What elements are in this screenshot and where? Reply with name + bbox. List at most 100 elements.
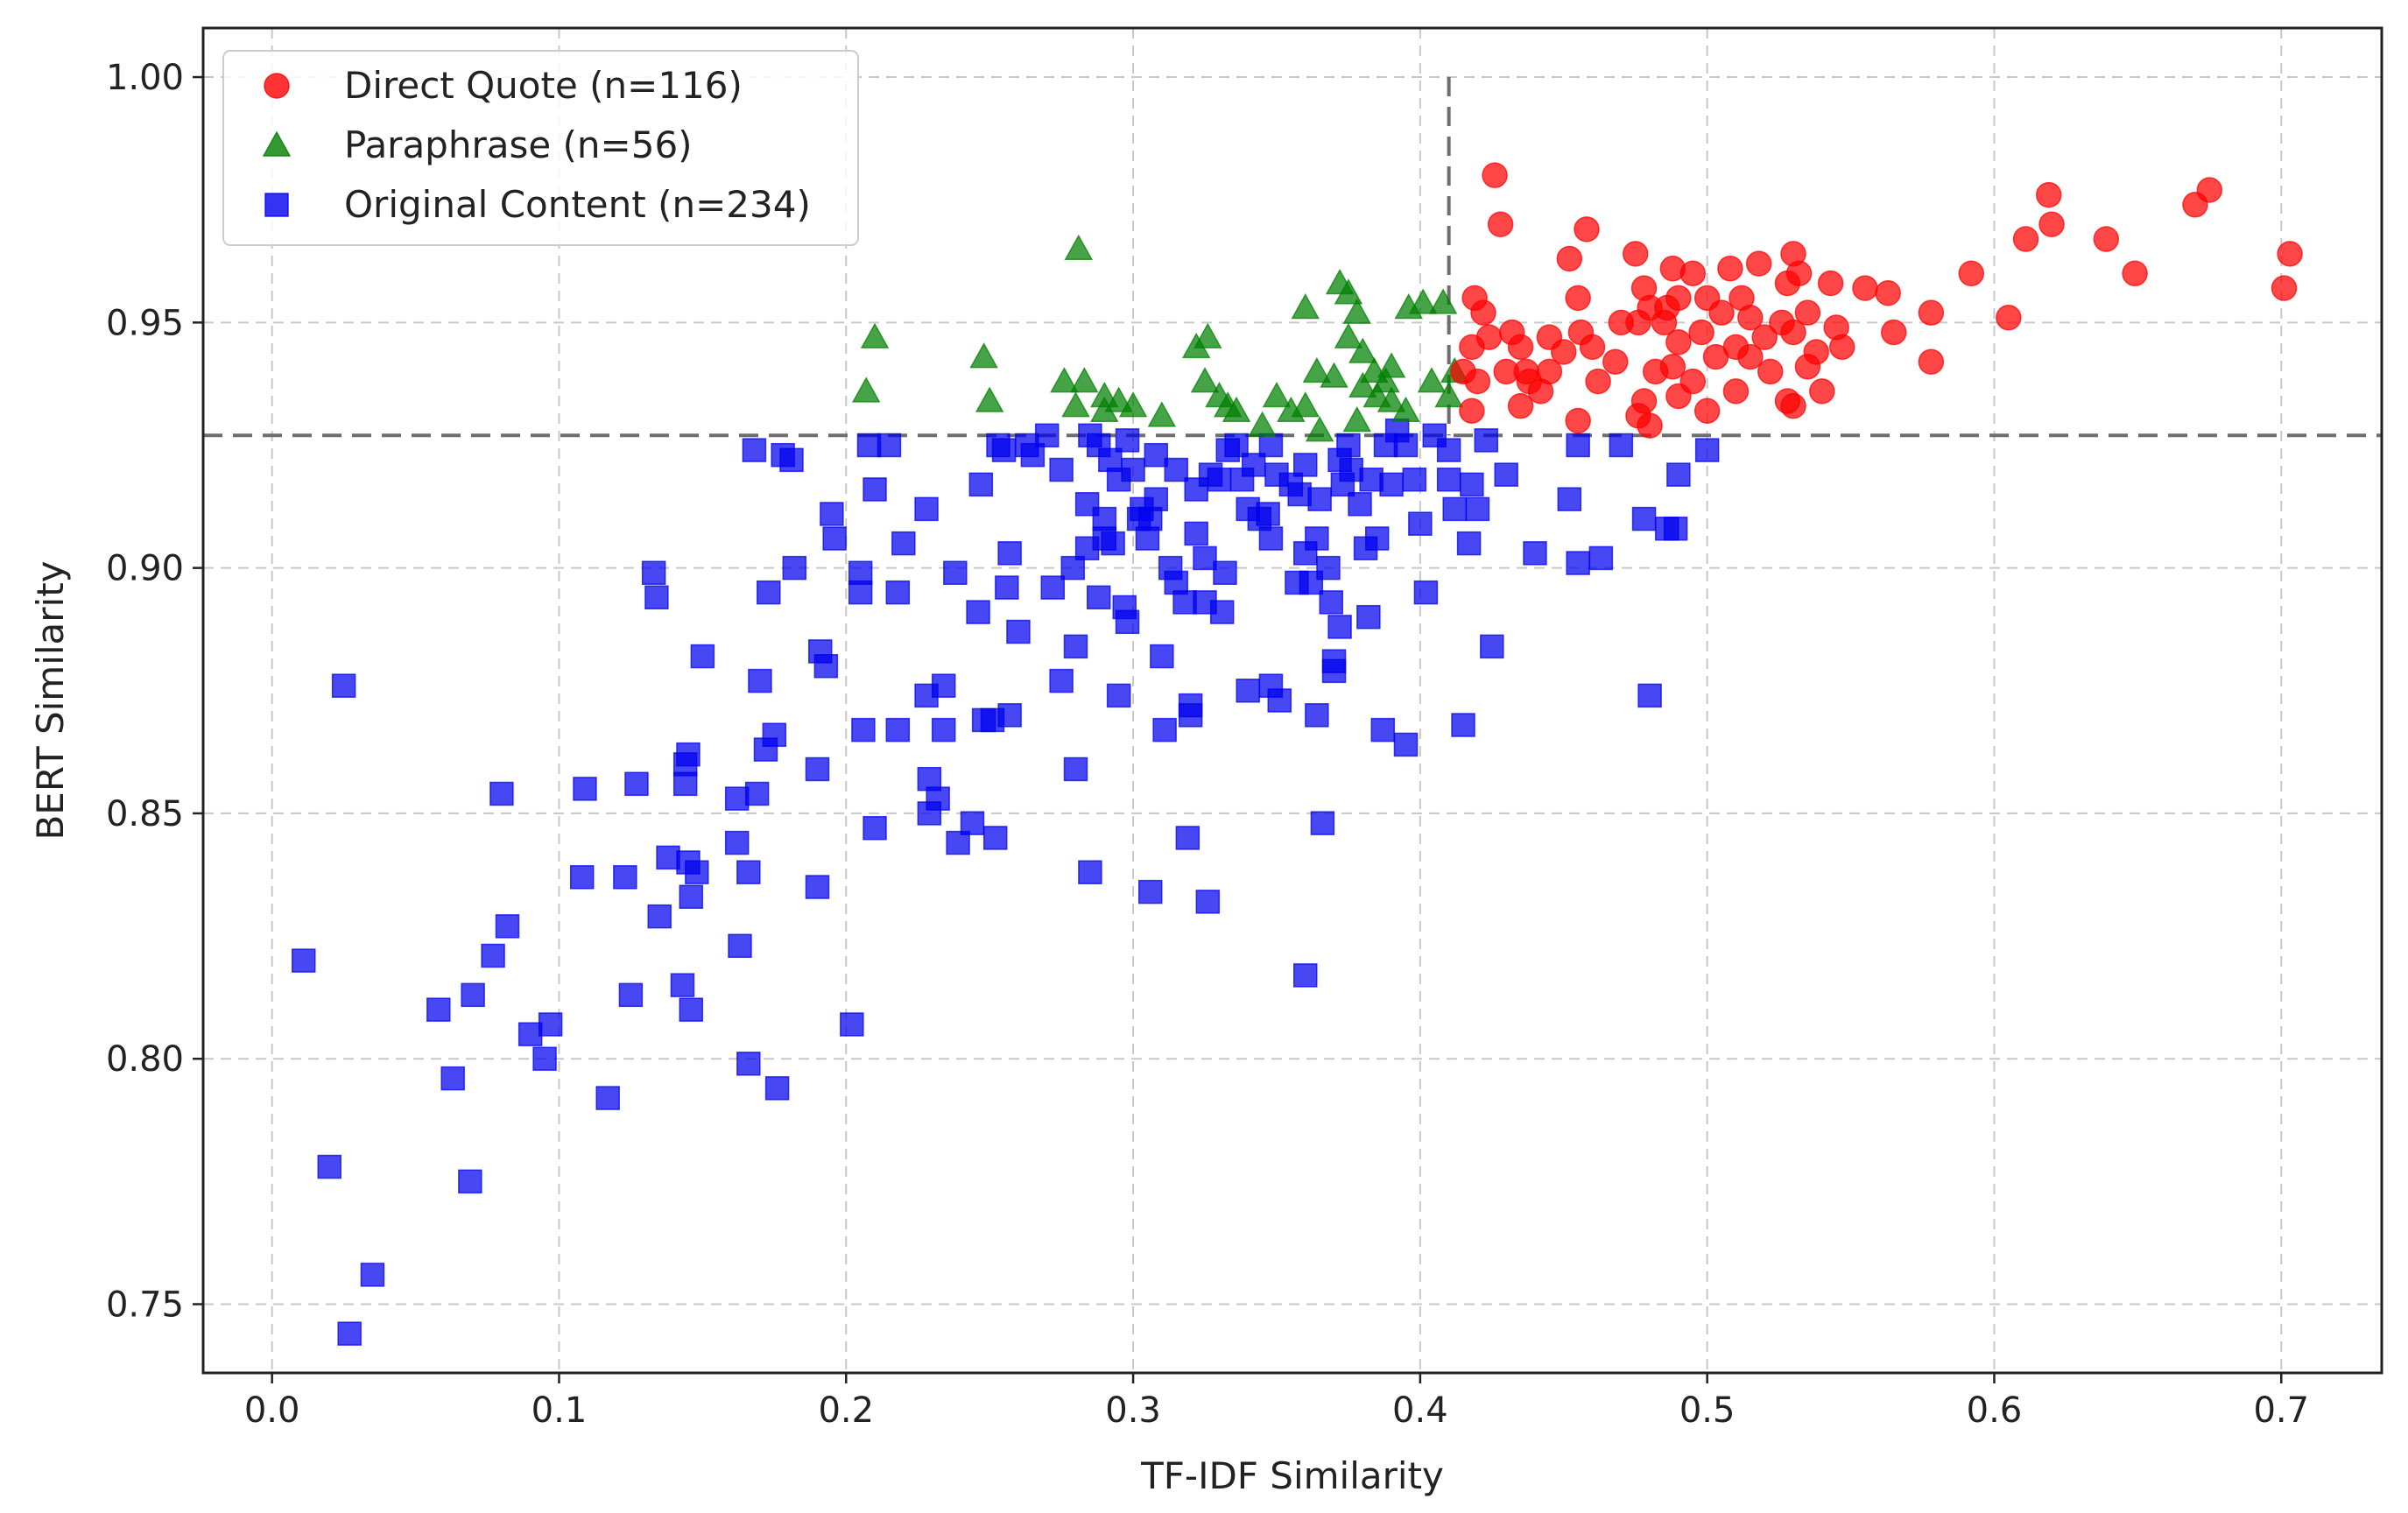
data-point-square bbox=[1402, 467, 1427, 492]
data-point-square bbox=[744, 781, 770, 806]
data-point-circle bbox=[1556, 245, 1583, 272]
data-point-circle bbox=[1464, 368, 1491, 395]
data-point-circle bbox=[2093, 226, 2120, 252]
data-point-square bbox=[917, 766, 942, 792]
data-point-square bbox=[495, 914, 520, 939]
data-point-square bbox=[1316, 555, 1341, 581]
data-point-square bbox=[1040, 575, 1066, 600]
data-point-square bbox=[960, 811, 985, 835]
data-point-square bbox=[848, 580, 873, 605]
data-point-triangle bbox=[1064, 234, 1094, 261]
data-point-triangle bbox=[1342, 405, 1372, 433]
data-point-square bbox=[1078, 860, 1102, 884]
data-point-triangle bbox=[1305, 416, 1334, 442]
data-point-square bbox=[1236, 679, 1260, 703]
data-point-circle bbox=[1817, 270, 1844, 297]
data-point-circle bbox=[2196, 177, 2223, 203]
data-point-square bbox=[1137, 506, 1163, 531]
data-point-circle bbox=[1622, 241, 1649, 267]
data-point-square bbox=[1408, 511, 1433, 536]
data-point-square bbox=[851, 717, 876, 742]
data-point-square bbox=[1258, 526, 1284, 551]
data-point-square bbox=[764, 1076, 790, 1101]
data-point-square bbox=[291, 948, 316, 973]
data-point-square bbox=[966, 600, 990, 624]
data-point-square bbox=[1413, 580, 1439, 605]
data-point-circle bbox=[1880, 319, 1907, 346]
data-point-square bbox=[481, 943, 505, 968]
data-point-square bbox=[1144, 442, 1169, 468]
data-point-triangle bbox=[1348, 337, 1377, 363]
data-point-square bbox=[1609, 433, 1634, 458]
data-point-circle bbox=[1470, 299, 1496, 326]
y-tick-label: 0.95 bbox=[106, 303, 184, 343]
data-point-square bbox=[1307, 487, 1332, 511]
data-point-square bbox=[914, 496, 939, 522]
x-tick-label: 0.1 bbox=[532, 1390, 588, 1431]
data-point-square bbox=[1006, 619, 1031, 644]
data-point-square bbox=[1164, 570, 1188, 595]
data-point-square bbox=[757, 580, 781, 605]
data-point-circle bbox=[2122, 260, 2148, 287]
data-point-square bbox=[685, 860, 709, 884]
data-point-triangle bbox=[1371, 367, 1400, 393]
data-point-square bbox=[1184, 521, 1208, 546]
data-point-circle bbox=[1958, 260, 1984, 287]
data-point-square bbox=[489, 781, 514, 806]
y-tick-label: 0.80 bbox=[106, 1039, 184, 1080]
data-point-square bbox=[1115, 428, 1140, 453]
data-point-square bbox=[1465, 496, 1490, 522]
data-point-circle bbox=[1852, 275, 1878, 301]
data-point-square bbox=[1184, 477, 1208, 502]
data-point-square bbox=[1694, 438, 1720, 462]
data-point-square bbox=[1456, 531, 1482, 556]
data-point-square bbox=[676, 742, 701, 767]
legend-box bbox=[222, 50, 859, 246]
data-point-square bbox=[656, 845, 680, 870]
data-point-square bbox=[782, 555, 807, 581]
data-point-square bbox=[1063, 756, 1088, 782]
data-point-square bbox=[1523, 541, 1547, 566]
data-point-square bbox=[1327, 447, 1352, 473]
data-point-square bbox=[1566, 551, 1590, 575]
data-point-square bbox=[1442, 496, 1467, 522]
data-point-square bbox=[518, 1022, 543, 1046]
data-point-square bbox=[426, 997, 451, 1022]
data-point-square bbox=[1135, 526, 1160, 551]
data-point-circle bbox=[2012, 226, 2039, 252]
legend-label-direct-quote: Direct Quote (n=116) bbox=[344, 64, 743, 107]
data-point-circle bbox=[1602, 348, 1629, 375]
data-point-circle bbox=[1809, 378, 1835, 405]
data-point-square bbox=[1436, 467, 1461, 492]
series-triangle bbox=[851, 234, 1469, 442]
data-point-triangle bbox=[1262, 381, 1292, 408]
data-point-circle bbox=[1475, 324, 1503, 350]
data-point-square bbox=[822, 526, 847, 551]
data-point-triangle bbox=[1334, 278, 1363, 305]
data-point-circle bbox=[1659, 354, 1686, 380]
data-point-square bbox=[461, 982, 485, 1008]
data-point-square bbox=[1319, 590, 1344, 615]
data-point-square bbox=[624, 771, 649, 797]
legend-marker-circle bbox=[264, 73, 290, 99]
data-point-square bbox=[982, 826, 1008, 850]
data-point-square bbox=[1393, 732, 1419, 757]
data-point-circle bbox=[1769, 309, 1795, 336]
data-point-square bbox=[1256, 502, 1280, 526]
data-point-square bbox=[1451, 713, 1475, 737]
data-point-square bbox=[1267, 688, 1292, 713]
data-point-circle bbox=[1794, 299, 1821, 326]
data-point-square bbox=[863, 477, 887, 502]
data-point-square bbox=[1321, 649, 1347, 673]
data-point-square bbox=[1178, 703, 1203, 728]
data-point-square bbox=[779, 447, 804, 473]
data-point-circle bbox=[1487, 211, 1514, 237]
data-point-square bbox=[690, 644, 715, 669]
data-point-square bbox=[1213, 560, 1237, 585]
data-point-square bbox=[1150, 644, 1174, 669]
data-point-square bbox=[1049, 668, 1074, 693]
data-point-square bbox=[1106, 467, 1131, 492]
x-tick-label: 0.6 bbox=[1967, 1390, 2023, 1431]
data-point-square bbox=[647, 904, 672, 929]
data-point-circle bbox=[2036, 181, 2062, 208]
